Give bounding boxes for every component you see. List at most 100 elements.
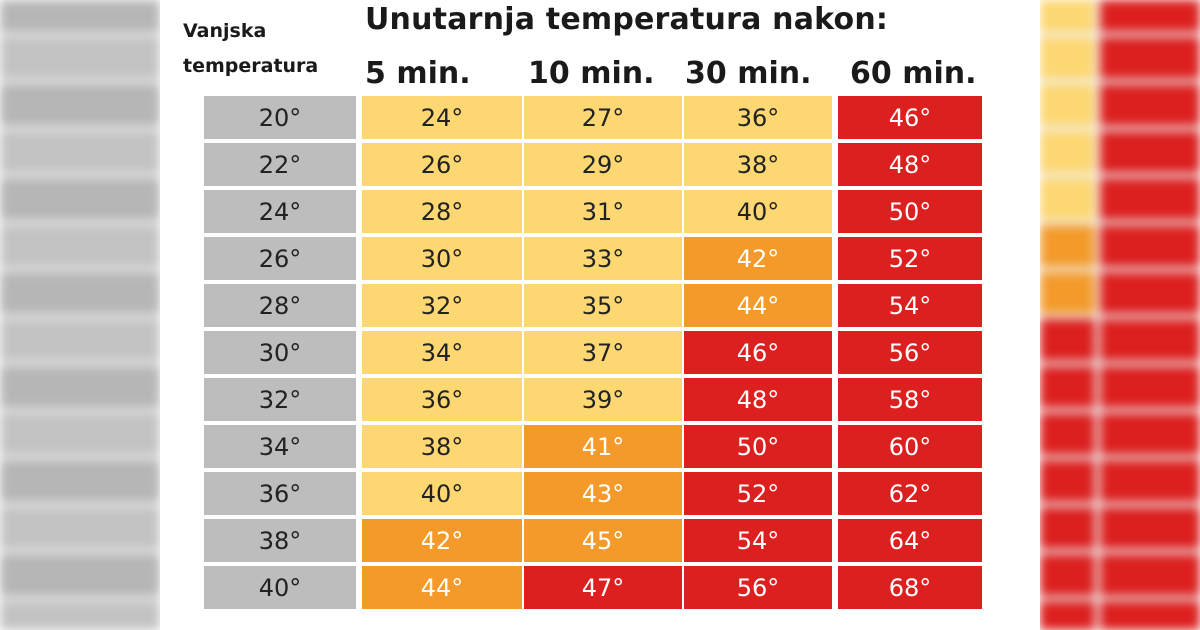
ghost-cell	[1100, 178, 1200, 220]
ghost-row	[0, 0, 160, 32]
column-header-60min: 60 min.	[850, 56, 977, 91]
outside-temperature-label-line2: temperatura	[183, 55, 319, 77]
ghost-cell	[1040, 460, 1095, 502]
table-row: 24° 28° 31° 40° 50°	[204, 190, 984, 235]
inside-temperature-cell: 48°	[838, 143, 982, 186]
outside-temperature-cell: 40°	[204, 566, 356, 609]
inside-temperature-cell: 60°	[838, 425, 982, 468]
ghost-cell	[1100, 0, 1200, 32]
ghost-row	[0, 37, 160, 79]
ghost-cell	[1040, 507, 1095, 549]
outside-temperature-cell: 32°	[204, 378, 356, 421]
ghost-row	[0, 272, 160, 314]
ghost-row	[0, 178, 160, 220]
outside-temperature-cell: 38°	[204, 519, 356, 562]
inside-temperature-cell: 38°	[362, 425, 522, 468]
ghost-cell	[1100, 225, 1200, 267]
ghost-row	[0, 507, 160, 549]
ghost-row	[0, 84, 160, 126]
inside-temperature-cell: 42°	[684, 237, 832, 280]
ghost-row	[0, 225, 160, 267]
inside-temperature-cell: 62°	[838, 472, 982, 515]
inside-temperature-cell: 43°	[524, 472, 682, 515]
inside-temperature-cell: 31°	[524, 190, 682, 233]
blurred-background-left	[0, 0, 160, 630]
column-header-10min: 10 min.	[528, 56, 655, 91]
ghost-cell	[1040, 554, 1095, 596]
ghost-row	[1040, 601, 1200, 630]
outside-temperature-cell: 22°	[204, 143, 356, 186]
table-row: 22° 26° 29° 38° 48°	[204, 143, 984, 188]
ghost-cell	[1040, 366, 1095, 408]
ghost-cell	[1040, 84, 1095, 126]
ghost-row	[0, 554, 160, 596]
inside-temperature-cell: 50°	[684, 425, 832, 468]
table-row: 32° 36° 39° 48° 58°	[204, 378, 984, 423]
table-title: Unutarnja temperatura nakon:	[365, 2, 889, 37]
inside-temperature-cell: 33°	[524, 237, 682, 280]
outside-temperature-cell: 36°	[204, 472, 356, 515]
ghost-cell	[1040, 601, 1095, 630]
outside-temperature-cell: 26°	[204, 237, 356, 280]
inside-temperature-cell: 40°	[684, 190, 832, 233]
ghost-cell	[1100, 272, 1200, 314]
inside-temperature-cell: 32°	[362, 284, 522, 327]
inside-temperature-cell: 36°	[684, 96, 832, 139]
ghost-cell	[1100, 366, 1200, 408]
ghost-row	[1040, 507, 1200, 549]
ghost-cell	[1040, 413, 1095, 455]
inside-temperature-cell: 40°	[362, 472, 522, 515]
ghost-row	[1040, 554, 1200, 596]
inside-temperature-cell: 48°	[684, 378, 832, 421]
table-row: 20° 24° 27° 36° 46°	[204, 96, 984, 141]
inside-temperature-cell: 38°	[684, 143, 832, 186]
table-row: 36° 40° 43° 52° 62°	[204, 472, 984, 517]
ghost-row	[0, 601, 160, 630]
inside-temperature-cell: 39°	[524, 378, 682, 421]
outside-temperature-cell: 34°	[204, 425, 356, 468]
ghost-row	[1040, 178, 1200, 220]
inside-temperature-cell: 56°	[684, 566, 832, 609]
ghost-cell	[1040, 272, 1095, 314]
inside-temperature-cell: 45°	[524, 519, 682, 562]
inside-temperature-cell: 36°	[362, 378, 522, 421]
ghost-cell	[1040, 37, 1095, 79]
inside-temperature-cell: 29°	[524, 143, 682, 186]
ghost-row	[0, 460, 160, 502]
inside-temperature-cell: 34°	[362, 331, 522, 374]
ghost-cell	[1100, 507, 1200, 549]
inside-temperature-cell: 56°	[838, 331, 982, 374]
inside-temperature-cell: 58°	[838, 378, 982, 421]
temperature-table-card: Unutarnja temperatura nakon: Vanjska tem…	[160, 0, 1040, 630]
ghost-row	[1040, 84, 1200, 126]
table-row: 38° 42° 45° 54° 64°	[204, 519, 984, 564]
inside-temperature-cell: 41°	[524, 425, 682, 468]
outside-temperature-cell: 24°	[204, 190, 356, 233]
inside-temperature-cell: 46°	[684, 331, 832, 374]
inside-temperature-cell: 28°	[362, 190, 522, 233]
ghost-row	[1040, 319, 1200, 361]
inside-temperature-cell: 54°	[838, 284, 982, 327]
column-header-5min: 5 min.	[365, 56, 471, 91]
table-row: 30° 34° 37° 46° 56°	[204, 331, 984, 376]
inside-temperature-cell: 44°	[684, 284, 832, 327]
ghost-cell	[1100, 460, 1200, 502]
inside-temperature-cell: 35°	[524, 284, 682, 327]
table-row: 26° 30° 33° 42° 52°	[204, 237, 984, 282]
ghost-cell	[1100, 413, 1200, 455]
inside-temperature-cell: 30°	[362, 237, 522, 280]
column-header-30min: 30 min.	[685, 56, 812, 91]
ghost-row	[1040, 413, 1200, 455]
table-row: 34° 38° 41° 50° 60°	[204, 425, 984, 470]
inside-temperature-cell: 68°	[838, 566, 982, 609]
outside-temperature-cell: 30°	[204, 331, 356, 374]
ghost-row	[0, 413, 160, 455]
inside-temperature-cell: 46°	[838, 96, 982, 139]
ghost-cell	[1100, 37, 1200, 79]
inside-temperature-cell: 26°	[362, 143, 522, 186]
inside-temperature-cell: 44°	[362, 566, 522, 609]
ghost-row	[1040, 37, 1200, 79]
ghost-row	[0, 131, 160, 173]
inside-temperature-cell: 42°	[362, 519, 522, 562]
inside-temperature-cell: 64°	[838, 519, 982, 562]
